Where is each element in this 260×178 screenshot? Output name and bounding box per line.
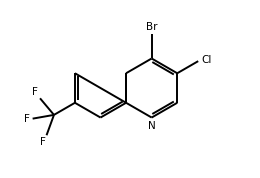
Text: N: N <box>148 121 155 130</box>
Text: F: F <box>24 114 30 124</box>
Text: Br: Br <box>146 22 157 32</box>
Text: F: F <box>40 137 46 147</box>
Text: F: F <box>32 87 38 97</box>
Text: Cl: Cl <box>201 55 212 65</box>
